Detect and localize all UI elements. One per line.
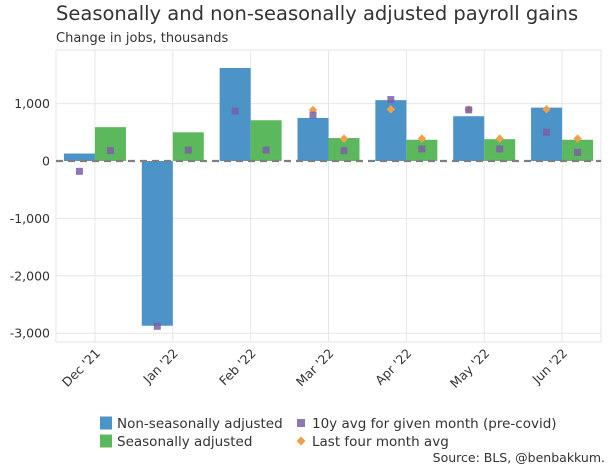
bar-non-seasonally-adjusted xyxy=(297,117,329,161)
marker-10y-avg xyxy=(153,322,161,330)
marker-10y-avg-seasonal xyxy=(184,146,192,154)
y-tick-label: -1,000 xyxy=(10,211,50,226)
y-tick-label: -3,000 xyxy=(10,326,50,341)
source-note: Source: BLS, @benbakkum. xyxy=(432,450,605,465)
marker-10y-avg-seasonal xyxy=(496,145,504,153)
legend-swatch xyxy=(297,419,305,427)
bar-seasonally-adjusted xyxy=(250,120,282,161)
legend-swatch xyxy=(100,434,112,448)
marker-10y-avg-seasonal xyxy=(106,147,114,155)
bar-non-seasonally-adjusted xyxy=(63,153,95,161)
legend-label: Last four month avg xyxy=(312,434,449,450)
marker-last-four-avg-seasonal xyxy=(339,134,349,143)
marker-10y-avg xyxy=(465,106,473,114)
marker-last-four-avg xyxy=(542,105,551,114)
chart-title: Seasonally and non-seasonally adjusted p… xyxy=(56,2,579,25)
marker-last-four-avg-seasonal xyxy=(573,134,582,143)
marker-10y-avg xyxy=(387,96,395,104)
x-tick-label: May '22 xyxy=(447,346,492,391)
marker-10y-avg xyxy=(309,111,317,119)
marker-last-four-avg-seasonal xyxy=(495,134,504,143)
y-tick-label: -2,000 xyxy=(10,268,50,283)
x-tick-label: Jan '22 xyxy=(139,346,180,387)
x-tick-label: Apr '22 xyxy=(372,346,414,388)
markers xyxy=(75,96,582,330)
bar-non-seasonally-adjusted xyxy=(453,116,485,161)
legend-swatch xyxy=(100,416,112,430)
marker-10y-avg xyxy=(231,107,239,115)
chart-subtitle: Change in jobs, thousands xyxy=(56,31,229,46)
grid xyxy=(55,49,602,343)
y-tick-label: 1,000 xyxy=(14,96,50,111)
bars xyxy=(63,68,594,326)
marker-10y-avg-seasonal xyxy=(262,146,270,154)
legend-label: Non-seasonally adjusted xyxy=(117,416,283,432)
x-tick-label: Mar '22 xyxy=(293,346,337,390)
x-tick-label: Feb '22 xyxy=(216,346,259,389)
legend-label: Seasonally adjusted xyxy=(117,434,252,450)
marker-10y-avg xyxy=(75,167,83,175)
x-tick-label: Jun '22 xyxy=(529,346,571,388)
marker-10y-avg-seasonal xyxy=(418,145,426,153)
y-tick-label: 0 xyxy=(42,154,50,169)
legend-label: 10y avg for given month (pre-covid) xyxy=(312,416,557,432)
legend-swatch xyxy=(296,436,306,446)
bar-non-seasonally-adjusted xyxy=(141,161,173,326)
bar-seasonally-adjusted xyxy=(94,127,126,161)
marker-last-four-avg-seasonal xyxy=(417,134,427,143)
marker-10y-avg-seasonal xyxy=(574,148,582,156)
marker-10y-avg-seasonal xyxy=(340,147,348,155)
x-tick-label: Dec '21 xyxy=(59,346,103,390)
marker-last-four-avg xyxy=(386,105,396,114)
marker-10y-avg xyxy=(543,128,551,136)
legend: Non-seasonally adjusted Seasonally adjust… xyxy=(100,416,557,450)
